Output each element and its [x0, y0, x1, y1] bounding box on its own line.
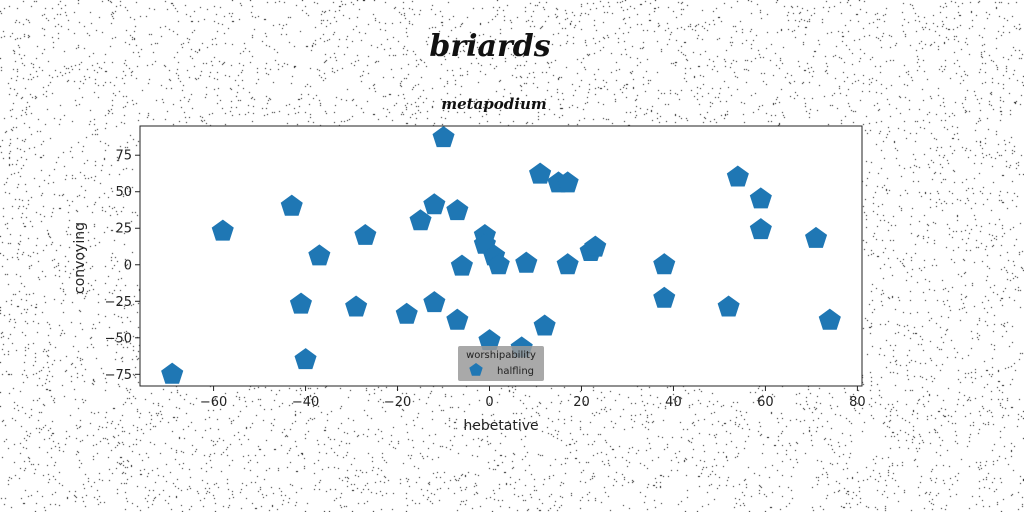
- data-point: [487, 253, 510, 275]
- x-tick-label: 0: [485, 395, 493, 410]
- data-point: [395, 302, 418, 324]
- y-axis-label: convoying: [72, 222, 88, 294]
- data-point: [515, 251, 538, 273]
- data-point: [354, 223, 377, 245]
- data-point: [450, 254, 473, 276]
- chart-subtitle: metapodium: [441, 95, 547, 113]
- data-point: [556, 253, 579, 275]
- data-point: [726, 165, 749, 187]
- legend: worshipability halfling: [458, 346, 544, 381]
- data-point: [294, 348, 317, 370]
- data-point: [409, 209, 432, 231]
- y-tick-label: −25: [105, 295, 132, 310]
- data-point: [805, 226, 828, 248]
- data-point: [717, 295, 740, 317]
- x-tick-label: 40: [665, 395, 682, 410]
- legend-marker: [469, 363, 483, 376]
- data-point: [308, 244, 331, 266]
- chart-title: briards: [429, 29, 550, 64]
- legend-marker-pentagon: [469, 363, 483, 376]
- plot-area: −60 −40 −20 0 20 40 60 80 −75 −50 −25 0 25 50 75: [105, 125, 866, 410]
- data-point: [423, 193, 446, 215]
- y-tick-label: 75: [115, 149, 132, 164]
- data-point: [161, 362, 184, 384]
- legend-title: worshipability: [466, 350, 536, 361]
- data-point: [345, 295, 368, 317]
- data-point: [529, 162, 552, 184]
- x-tick-label: 20: [573, 395, 590, 410]
- legend-label: halfling: [497, 366, 534, 377]
- data-point: [533, 314, 556, 336]
- data-point: [749, 187, 772, 209]
- data-point: [289, 292, 312, 314]
- x-axis-label: hebetative: [463, 418, 538, 434]
- data-point: [556, 171, 579, 193]
- x-tick-label: 60: [757, 395, 774, 410]
- data-point: [584, 235, 607, 257]
- data-point: [423, 291, 446, 313]
- data-point: [446, 308, 469, 330]
- data-point: [211, 219, 234, 241]
- data-point: [432, 126, 455, 148]
- x-tick-label: 80: [849, 395, 866, 410]
- data-point: [446, 199, 469, 221]
- y-tick-label: −75: [105, 368, 132, 383]
- data-point: [653, 253, 676, 275]
- y-tick-label: 50: [115, 185, 132, 200]
- x-tick-label: −60: [200, 395, 227, 410]
- data-point: [653, 286, 676, 308]
- y-tick-label: −50: [105, 331, 132, 346]
- y-tick-label: 25: [115, 222, 132, 237]
- y-tick-label: 0: [124, 258, 132, 273]
- data-point: [818, 308, 841, 330]
- x-tick-label: −40: [292, 395, 319, 410]
- data-point: [280, 194, 303, 216]
- x-tick-label: −20: [384, 395, 411, 410]
- data-point: [749, 218, 772, 240]
